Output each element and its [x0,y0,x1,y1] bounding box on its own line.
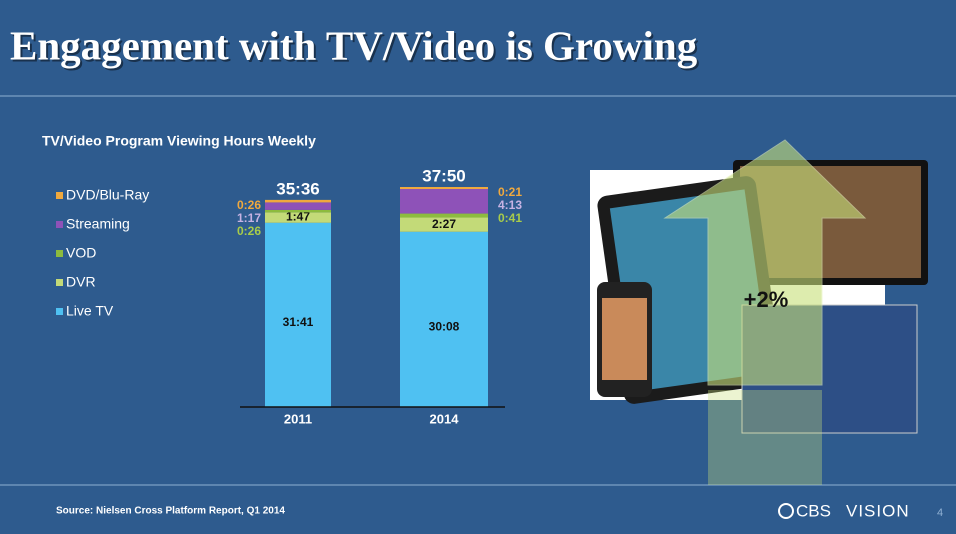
value-label: 2:27 [432,217,456,231]
bar-segment [400,217,488,232]
page-number: 4 [937,507,943,519]
side-value-label: 1:17 [237,211,261,225]
logo-eye [778,503,794,519]
bar-segment [400,187,488,190]
x-tick-label: 2014 [430,411,460,426]
legend-swatch [56,250,63,257]
chart: Live TV DVR VOD Streaming DVD/Blu-Ray 31:41 1:… [56,166,522,426]
bar-segment [400,213,488,218]
side-value-label: 0:21 [498,185,522,199]
title-shadow: Engagement with TV/Video is Growing [12,24,700,70]
total-label: 35:36 [276,179,319,198]
legend-label: DVR [66,274,96,290]
legend-label: VOD [66,245,96,261]
value-label: 30:08 [429,320,460,334]
side-value-label: 0:26 [237,224,261,238]
side-value-label: 0:26 [237,198,261,212]
value-label: 31:41 [283,315,314,329]
growth-label: +2% [744,287,789,312]
legend-swatch [56,308,63,315]
arrow-shaft [708,390,822,485]
legend-swatch [56,279,63,286]
side-value-label: 4:13 [498,198,522,212]
bar-segment [265,212,331,223]
logo: CBS VISION [778,501,910,520]
legend-swatch [56,221,63,228]
source: Source: Nielsen Cross Platform Report, Q… [56,506,285,517]
device-picture: +2% [590,139,928,485]
phone-screen [602,298,647,380]
chart-title: TV/Video Program Viewing Hours Weekly [42,133,316,149]
legend-label: DVD/Blu-Ray [66,187,149,203]
legend-label: Live TV [66,303,114,319]
slide-title: Engagement with TV/Video is Growing [10,22,698,68]
legend-swatch [56,192,63,199]
bar-segment [265,202,331,210]
side-value-label: 0:41 [498,211,522,225]
growth-arrow [663,139,867,386]
x-tick-label: 2011 [284,411,312,426]
bar-segment [400,231,488,407]
bar-segment [265,199,331,203]
value-label: 1:47 [286,210,310,224]
logo-name: VISION [846,501,910,520]
bar-segment [265,209,331,213]
bar-segment [400,189,488,214]
legend-label: Streaming [66,216,130,232]
logo-brand: CBS [796,501,831,520]
bar-segment [265,222,331,407]
total-label: 37:50 [422,166,465,185]
